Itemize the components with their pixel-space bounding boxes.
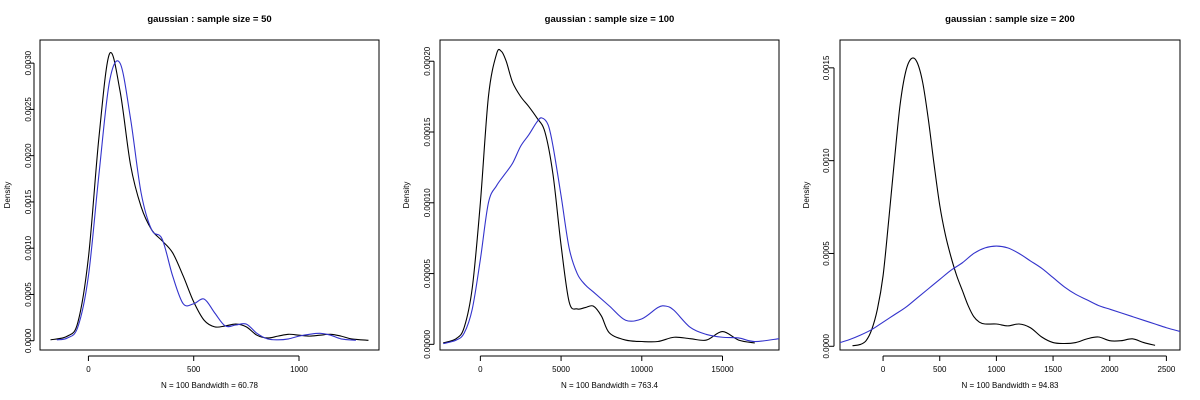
x-tick-label: 15000	[711, 365, 734, 374]
y-tick-label: 0.00005	[423, 259, 432, 288]
x-tick-label: 500	[187, 365, 201, 374]
y-tick-label: 0.0000	[24, 328, 33, 353]
y-tick-label: 0.0025	[24, 97, 33, 122]
x-tick-label: 2500	[1158, 365, 1176, 374]
y-tick-label: 0.00015	[423, 117, 432, 146]
y-tick-label: 0.0010	[24, 235, 33, 260]
chart-title: gaussian : sample size = 100	[545, 14, 675, 25]
plot-frame	[839, 39, 1181, 351]
y-tick-label: 0.0000	[822, 334, 831, 359]
x-tick-label: 2000	[1101, 365, 1119, 374]
y-axis-title: Density	[402, 182, 411, 209]
density-line-black	[443, 48, 755, 344]
x-tick-label: 1500	[1044, 365, 1062, 374]
y-tick-label: 0.0005	[822, 241, 831, 266]
x-axis-title: N = 100 Bandwidth = 763.4	[561, 381, 659, 390]
density-line-black	[50, 51, 369, 341]
y-axis-title: Density	[802, 182, 811, 209]
density-line-blue	[443, 117, 779, 345]
y-tick-label: 0.0005	[24, 282, 33, 307]
x-axis-title: N = 100 Bandwidth = 60.78	[161, 381, 259, 390]
density-line-black	[852, 57, 1156, 347]
y-axis-title: Density	[3, 182, 12, 209]
x-axis-title: N = 100 Bandwidth = 94.83	[962, 381, 1060, 390]
x-tick-label: 0	[478, 365, 483, 374]
x-tick-label: 0	[86, 365, 91, 374]
density-panel-3: gaussian : sample size = 200 0 500 1000 1500…	[802, 14, 1181, 390]
density-line-blue	[840, 245, 1180, 344]
chart-title: gaussian : sample size = 200	[945, 14, 1075, 25]
x-tick-label: 10000	[631, 365, 654, 374]
y-tick-label: 0.0030	[24, 50, 33, 75]
chart-title: gaussian : sample size = 50	[147, 14, 271, 25]
x-tick-label: 5000	[552, 365, 570, 374]
y-tick-label: 0.00010	[423, 188, 432, 217]
x-tick-label: 1000	[290, 365, 308, 374]
y-tick-label: 0.0015	[822, 55, 831, 80]
density-panel-1: gaussian : sample size = 50 0 500 1000 N = 1…	[3, 14, 380, 390]
plot-frame	[39, 39, 380, 351]
x-tick-label: 1000	[988, 365, 1006, 374]
y-tick-label: 0.00020	[423, 46, 432, 75]
y-tick-label: 0.0015	[24, 189, 33, 214]
density-line-blue	[56, 60, 356, 341]
y-tick-label: 0.0020	[24, 143, 33, 168]
plot-frame	[439, 39, 780, 351]
y-tick-label: 0.00000	[423, 329, 432, 358]
x-tick-label: 500	[933, 365, 947, 374]
density-panel-2: gaussian : sample size = 100 0 5000 10000 15…	[402, 14, 780, 390]
x-tick-label: 0	[881, 365, 886, 374]
y-tick-label: 0.0010	[822, 148, 831, 173]
